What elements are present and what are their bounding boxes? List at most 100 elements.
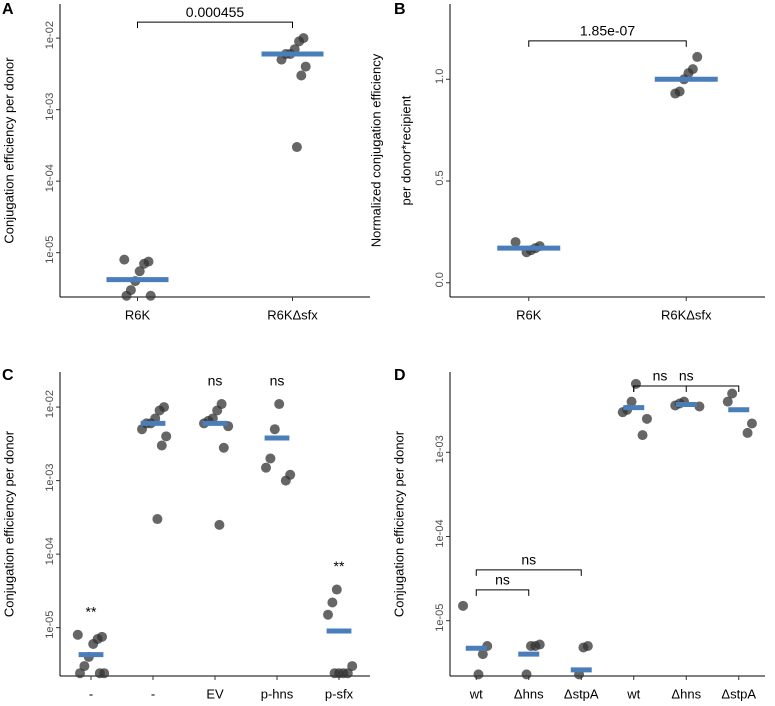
comparison-bracket	[528, 40, 687, 47]
y-tick-label: 1e-04	[44, 164, 56, 192]
x-tick-label: EV	[206, 686, 224, 701]
data-point	[137, 424, 147, 435]
comparison-label: ns	[679, 368, 694, 384]
y-tick-label: 1.0	[434, 69, 446, 84]
data-point	[119, 254, 130, 265]
data-point	[161, 431, 172, 442]
x-tick-label: R6KΔsfx	[661, 307, 712, 322]
data-point	[630, 378, 641, 389]
data-point	[276, 54, 287, 65]
data-point	[291, 142, 302, 153]
data-point	[265, 453, 276, 464]
data-point	[510, 237, 521, 248]
comparison-label: 1.85e-07	[580, 23, 635, 39]
y-tick-label: 1e-03	[44, 93, 56, 121]
y-axis-title: Normalized conjugation efficiency	[368, 53, 383, 247]
data-point	[694, 401, 705, 412]
comparison-label: 0.000455	[186, 4, 245, 20]
data-point	[323, 609, 333, 620]
x-tick-label: R6KΔsfx	[267, 307, 318, 322]
data-point	[269, 424, 280, 435]
y-tick-label: 1e-04	[44, 537, 56, 565]
data-point	[274, 399, 285, 410]
x-tick-label: p-sfx	[325, 686, 354, 701]
data-point	[214, 519, 225, 530]
data-point	[75, 668, 85, 679]
x-tick-label: ΔstpA	[564, 686, 599, 701]
x-tick-label: Δhns	[514, 686, 544, 701]
comparison-bracket	[137, 21, 293, 29]
data-point	[145, 290, 156, 301]
significance-label: **	[86, 603, 97, 619]
data-point	[72, 629, 83, 640]
x-tick-label: wt	[469, 686, 483, 701]
y-tick-label: 1e-03	[44, 464, 56, 492]
data-point	[626, 396, 637, 407]
x-tick-label: R6K	[125, 307, 151, 322]
data-point	[218, 442, 229, 453]
data-point	[692, 51, 703, 62]
x-tick-label: ΔstpA	[721, 686, 756, 701]
x-tick-label: R6K	[516, 307, 542, 322]
data-point	[327, 597, 338, 608]
y-tick-label: 1e-04	[434, 519, 446, 547]
data-point	[329, 668, 340, 679]
comparison-bracket	[475, 569, 582, 576]
data-point	[139, 258, 150, 269]
comparison-label: ns	[521, 552, 536, 568]
data-point	[347, 661, 358, 672]
significance-label: ns	[270, 373, 285, 389]
x-tick-label: wt	[626, 686, 640, 701]
y-axis-title: Conjugation efficiency per donor	[1, 430, 16, 617]
data-point	[722, 396, 733, 407]
data-point	[477, 649, 488, 660]
x-tick-label: -	[151, 686, 155, 701]
y-tick-label: 1e-05	[434, 604, 446, 632]
y-axis-title: Conjugation efficiency per donor	[1, 57, 16, 244]
data-point	[746, 418, 757, 429]
data-point	[88, 638, 99, 649]
x-tick-label: -	[89, 686, 93, 701]
x-tick-label: Δhns	[671, 686, 701, 701]
y-tick-label: 0.5	[434, 170, 446, 185]
comparison-label: ns	[495, 572, 510, 588]
data-point	[525, 640, 536, 651]
comparison-bracket	[475, 589, 530, 596]
y-tick-label: 1e-03	[434, 435, 446, 463]
data-point	[670, 88, 681, 99]
panel-label: A	[2, 1, 14, 18]
data-point	[156, 440, 167, 451]
data-point	[79, 661, 90, 672]
data-point	[94, 668, 105, 679]
data-point	[458, 600, 469, 611]
data-point	[261, 462, 271, 473]
data-point	[296, 70, 307, 81]
comparison-label: ns	[653, 368, 668, 384]
data-point	[578, 642, 589, 653]
panel-label: C	[2, 367, 14, 384]
data-point	[300, 61, 311, 72]
data-point	[637, 430, 648, 441]
data-point	[212, 405, 223, 416]
comparison-bracket	[633, 385, 687, 392]
y-tick-label: 1e-05	[44, 611, 56, 639]
data-point	[727, 388, 738, 399]
y-axis-title: Conjugation efficiency per donor	[391, 430, 406, 617]
y-tick-label: 1e-02	[44, 390, 56, 418]
panel-label: B	[394, 1, 406, 18]
data-point	[473, 669, 484, 680]
data-point	[294, 36, 305, 47]
data-point	[134, 266, 145, 277]
y-tick-label: 0.0	[434, 272, 446, 287]
data-point	[521, 669, 532, 680]
significance-label: **	[334, 558, 345, 574]
significance-label: ns	[208, 373, 223, 389]
data-point	[121, 290, 132, 301]
data-point	[280, 475, 291, 486]
panel-label: D	[394, 367, 406, 384]
data-point	[641, 413, 652, 424]
comparison-bracket	[633, 385, 740, 392]
y-tick-label: 1e-02	[44, 21, 56, 49]
y-tick-label: 1e-05	[44, 236, 56, 264]
